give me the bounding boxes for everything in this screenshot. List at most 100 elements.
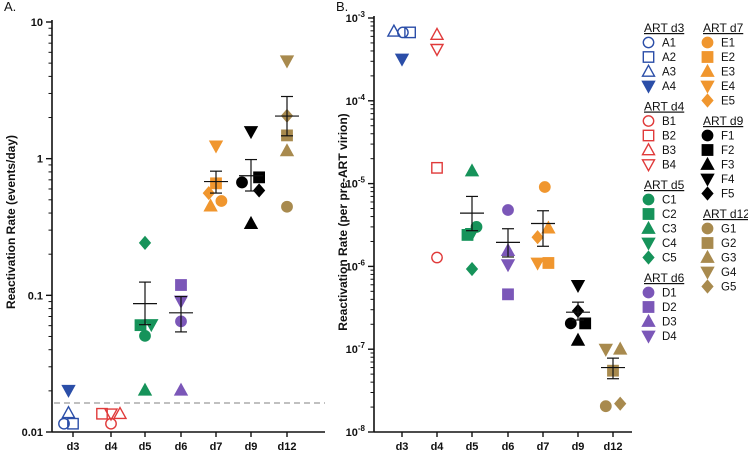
legend-marker-B4 (641, 159, 656, 173)
legend-title-d7: ART d7 (703, 21, 744, 35)
legend-label-B2: B2 (662, 131, 676, 143)
legend-title-d4: ART d4 (644, 100, 685, 114)
x-tick-label-d7: d7 (210, 441, 223, 453)
legend-label-A4: A4 (662, 81, 677, 93)
legend-marker-F4 (700, 173, 715, 187)
legend-marker-G2 (701, 237, 714, 249)
data-point-E3 (203, 198, 218, 212)
data-point-F1 (236, 176, 248, 189)
panel-b-y-axis-label: Reactivation Rate (per pre-ART virion) (336, 113, 350, 330)
data-point-A3 (386, 23, 402, 37)
data-point-F5 (252, 183, 266, 198)
y-tick-label: 0.1 (28, 290, 43, 302)
data-point-F3 (243, 215, 259, 229)
legend-label-C2: C2 (662, 209, 677, 221)
legend-label-D3: D3 (662, 317, 677, 329)
data-point-C5 (465, 261, 479, 277)
data-point-B1 (431, 251, 443, 264)
data-point-E1 (538, 181, 551, 193)
data-point-G4 (598, 343, 613, 357)
legend-marker-C5 (642, 250, 655, 265)
data-point-A2 (404, 26, 416, 39)
x-tick-label-d6: d6 (502, 441, 515, 453)
legend-marker-D4 (641, 330, 656, 344)
data-point-G3 (279, 143, 295, 157)
legend-marker-A1 (642, 36, 655, 49)
legend-label-A2: A2 (662, 52, 676, 64)
legend-label-C4: C4 (662, 238, 677, 250)
y-tick-label: 10-8 (346, 424, 366, 439)
legend-marker-C2 (642, 208, 655, 220)
data-point-E5 (202, 186, 215, 201)
x-tick-label-d12: d12 (278, 441, 297, 453)
data-point-F2 (253, 171, 265, 184)
x-tick-label-d3: d3 (67, 441, 80, 453)
legend-label-A1: A1 (662, 38, 676, 50)
legend-label-C5: C5 (662, 253, 677, 265)
legend-marker-C1 (642, 193, 655, 206)
legend-marker-F3 (700, 156, 715, 170)
data-point-E4 (530, 257, 545, 271)
data-point-A4 (394, 53, 410, 67)
y-tick-label: 10-5 (346, 176, 366, 191)
legend-title-d9: ART d9 (703, 114, 744, 128)
data-point-F4 (570, 279, 586, 294)
legend-marker-D2 (642, 301, 655, 313)
legend-label-C1: C1 (662, 195, 677, 207)
x-tick-label-d6: d6 (175, 441, 188, 453)
data-point-B3 (112, 406, 128, 420)
legend-label-E4: E4 (721, 81, 736, 93)
data-point-E4 (208, 140, 224, 154)
data-point-B2 (431, 161, 443, 174)
legend-label-A3: A3 (662, 67, 676, 79)
data-point-D3 (173, 382, 189, 396)
legend-label-F2: F2 (721, 145, 734, 157)
legend-marker-B2 (642, 129, 655, 142)
data-point-G5 (614, 396, 627, 411)
legend-marker-C4 (641, 237, 656, 251)
legend: ART d3 A1 A2 A3 A4 ART d4 B1 B2 B3 B4 ART d5 C1 C2 C3… (641, 21, 748, 344)
legend-label-F4: F4 (721, 174, 735, 186)
data-point-C5 (138, 235, 152, 250)
x-tick-label-d9: d9 (245, 441, 258, 453)
legend-label-B3: B3 (662, 145, 676, 157)
legend-marker-F1 (701, 129, 714, 142)
legend-marker-G5 (701, 279, 714, 294)
legend-label-E1: E1 (721, 38, 735, 50)
data-point-D2 (502, 288, 514, 301)
panel-a-reactivation-events-per-day: A. Reactivation Rate (events/day) 0.01 0.… (4, 0, 325, 453)
panel-a-y-axis-label: Reactivation Rate (events/day) (4, 135, 18, 309)
legend-marker-C3 (641, 220, 656, 234)
data-point-E1 (215, 195, 228, 207)
y-tick-label: 10 (31, 17, 43, 29)
x-tick-label-d12: d12 (604, 441, 623, 453)
legend-label-G5: G5 (721, 282, 736, 294)
legend-marker-E2 (701, 51, 714, 63)
legend-title-d5: ART d5 (644, 178, 685, 192)
legend-marker-A3 (641, 63, 656, 77)
legend-title-d6: ART d6 (644, 271, 685, 285)
data-point-G1 (281, 200, 293, 213)
data-point-G3 (613, 341, 628, 355)
legend-marker-A4 (641, 80, 656, 94)
legend-label-E2: E2 (721, 52, 735, 64)
legend-marker-A2 (642, 51, 655, 63)
legend-label-C3: C3 (662, 224, 677, 236)
legend-label-D1: D1 (662, 288, 677, 300)
data-point-D2 (175, 279, 187, 291)
data-point-E3 (541, 220, 556, 234)
data-point-E5 (531, 230, 544, 245)
legend-label-F5: F5 (721, 189, 734, 201)
legend-marker-D1 (642, 286, 655, 299)
legend-marker-F5 (701, 186, 714, 201)
legend-label-G4: G4 (721, 267, 737, 279)
legend-marker-F2 (701, 144, 714, 156)
data-point-A2 (67, 417, 79, 430)
y-tick-label: 10-7 (346, 341, 366, 356)
panel-a-label: A. (4, 0, 16, 14)
legend-marker-E3 (700, 63, 715, 77)
data-point-C1 (139, 329, 151, 342)
x-tick-label-d5: d5 (139, 441, 152, 453)
legend-label-G1: G1 (721, 224, 736, 236)
data-point-A1 (58, 417, 70, 430)
